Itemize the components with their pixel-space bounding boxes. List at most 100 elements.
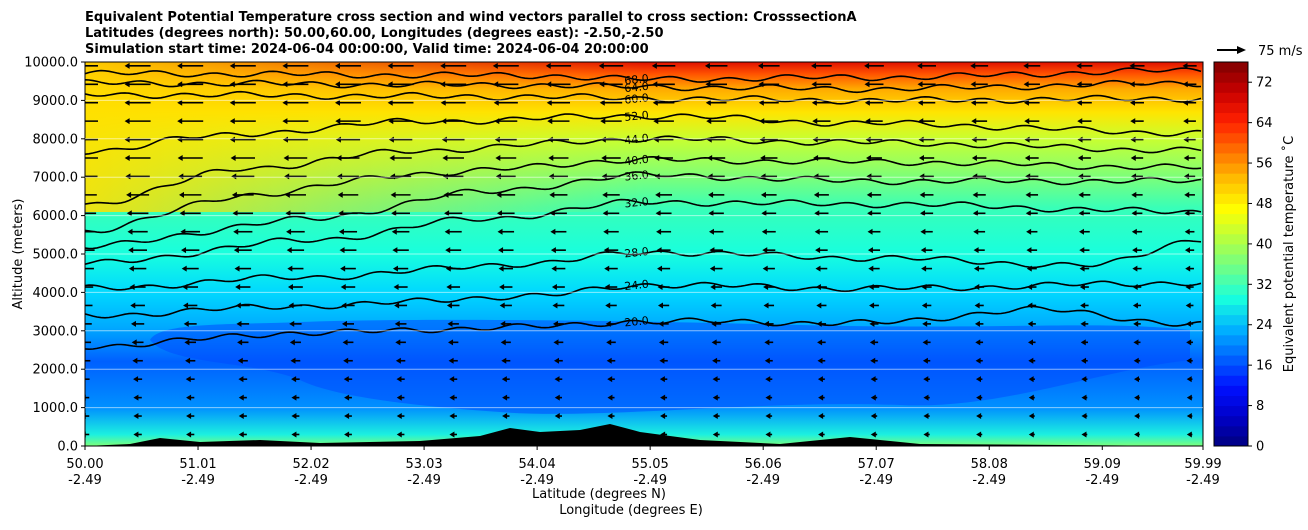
wind-vector-24 [186,413,195,420]
wind-vector-43 [1186,413,1193,420]
x-tick-label-lat-3: 53.03 [405,457,442,472]
wind-vector-272 [496,210,515,217]
contour-label-44.0: 44.0 [624,132,650,147]
wind-vector-90 [185,357,196,364]
y-axis-label: Altitude (meters) [11,199,26,310]
wind-vector-195 [1079,284,1089,291]
wind-vector-391 [971,118,988,125]
chart-title-line-1: Equivalent Potential Temperature cross s… [85,10,857,25]
wind-vector-215 [973,265,985,272]
wind-vector-97 [553,357,563,364]
wind-vector-321 [760,173,778,180]
wind-vector-437 [1076,81,1093,88]
wind-vector-203 [340,265,356,272]
wind-vector-50 [396,394,405,401]
wind-vector-4 [291,431,300,438]
wind-vector-234 [815,247,828,254]
wind-vector-227 [445,247,462,254]
wind-vector-305 [1078,191,1091,198]
wind-vector-69 [238,376,248,383]
x-tick-label-lon-8: -2.49 [972,473,1006,488]
wind-vector-239 [1079,247,1090,254]
wind-vector-405 [546,99,571,106]
wind-vector-360 [494,136,517,143]
wind-vector-217 [1079,265,1090,272]
wind-vector-106 [1028,357,1036,364]
wind-vector-292 [390,191,411,198]
wind-vector-68 [185,376,195,383]
colorbar-band-33 [1214,102,1248,114]
colorbar-label: Equivalent potential temperature ˚C [1281,136,1297,372]
wind-vector-91 [237,357,248,364]
x-tick-label-lat-6: 56.06 [745,457,782,472]
x-axis-label-2: Longitude (degrees E) [559,503,703,518]
wind-vector-41 [1081,413,1088,420]
wind-vector-181 [340,284,356,291]
colorbar-band-31 [1214,122,1248,134]
colorbar-band-19 [1214,243,1248,255]
wind-vector-139 [447,320,459,327]
wind-vector-96 [501,357,511,364]
wind-vector-180 [287,284,303,291]
contour-label-32.0: 32.0 [624,195,650,210]
wind-vector-151 [1080,320,1089,327]
wind-vector-81 [870,376,878,383]
wind-vector-447 [440,62,467,69]
wind-vector-55 [660,394,668,401]
wind-vector-201 [234,265,252,272]
wind-vector-229 [550,247,566,254]
wind-vector-294 [496,191,516,198]
wind-vector-132 [85,323,92,325]
y-tick-label-10: 10000.0 [24,56,78,71]
x-tick-label-lon-10: -2.49 [1186,473,1220,488]
quiver-key-label: 75 m/s [1258,44,1303,59]
wind-vector-358 [388,136,413,143]
wind-vector-173 [1080,302,1089,309]
wind-vector-208 [604,265,618,272]
wind-vector-392 [1024,118,1040,125]
wind-vector-23 [133,413,142,420]
wind-vector-17 [976,431,983,438]
wind-vector-408 [705,99,727,106]
wind-vector-444 [282,62,309,69]
wind-vector-61 [976,394,983,401]
wind-vector-327 [1078,173,1091,180]
x-tick-label-lat-10: 59.99 [1184,457,1221,472]
wind-vector-398 [177,99,204,106]
wind-vector-140 [500,320,512,327]
x-tick-label-lat-9: 59.09 [1084,457,1121,472]
wind-vector-397 [124,99,151,106]
wind-vector-354 [177,136,204,143]
wind-vector-122 [711,339,721,346]
wind-vector-330 [85,157,98,159]
contour-label-24.0: 24.0 [624,278,650,293]
wind-vector-393 [1077,118,1092,125]
colorbar-band-3 [1214,405,1248,417]
wind-vector-339 [548,155,569,161]
colorbar-band-36 [1214,72,1248,83]
wind-vector-166 [710,302,722,309]
wind-vector-218 [1132,265,1142,272]
wind-vector-432 [811,81,832,88]
y-tick-label-9: 9000.0 [33,94,79,109]
wind-vector-124 [817,339,826,346]
colorbar-band-16 [1214,274,1248,285]
wind-vector-60 [923,394,930,401]
wind-vector-383 [547,118,570,125]
wind-vector-212 [815,265,828,272]
wind-vector-303 [972,191,986,198]
wind-vector-73 [449,376,458,383]
wind-vector-226 [392,247,409,254]
wind-vector-82 [923,376,930,383]
quiver-key: 75 m/s [1217,44,1303,59]
wind-vector-29 [449,413,457,420]
wind-vector-160 [394,302,408,309]
wind-vector-39 [976,413,983,420]
chart-title-line-2: Latitudes (degrees north): 50.00,60.00, … [85,26,664,41]
wind-vector-395 [1183,118,1196,125]
wind-vector-440 [85,65,98,67]
wind-vector-373 [1183,136,1196,143]
wind-vector-131 [1186,339,1193,346]
y-tick-label-0: 0.0 [57,440,78,455]
wind-vector-108 [1133,357,1141,364]
